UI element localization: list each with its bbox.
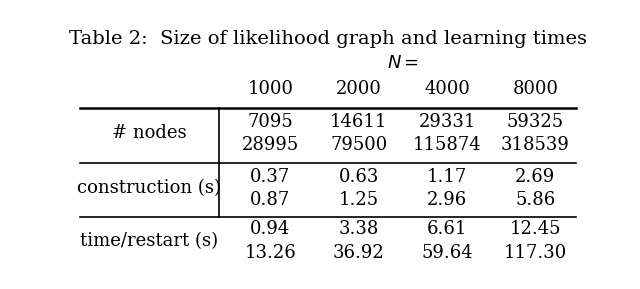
- Text: 1000: 1000: [248, 80, 294, 98]
- Text: 29331: 29331: [419, 113, 476, 131]
- Text: 2000: 2000: [336, 80, 381, 98]
- Text: 0.63: 0.63: [339, 168, 379, 186]
- Text: 318539: 318539: [501, 136, 570, 154]
- Text: 2.69: 2.69: [515, 168, 556, 186]
- Text: 12.45: 12.45: [509, 221, 561, 238]
- Text: 117.30: 117.30: [504, 244, 567, 262]
- Text: 115874: 115874: [413, 136, 481, 154]
- Text: 0.94: 0.94: [250, 221, 291, 238]
- Text: 1.17: 1.17: [427, 168, 467, 186]
- Text: 4000: 4000: [424, 80, 470, 98]
- Text: 0.87: 0.87: [250, 191, 291, 209]
- Text: # nodes: # nodes: [112, 124, 187, 142]
- Text: 13.26: 13.26: [244, 244, 296, 262]
- Text: construction (s): construction (s): [77, 179, 221, 197]
- Text: 7095: 7095: [248, 113, 293, 131]
- Text: 36.92: 36.92: [333, 244, 385, 262]
- Text: 2.96: 2.96: [427, 191, 467, 209]
- Text: $N =$: $N =$: [387, 54, 419, 73]
- Text: 59325: 59325: [507, 113, 564, 131]
- Text: 6.61: 6.61: [427, 221, 467, 238]
- Text: time/restart (s): time/restart (s): [81, 232, 218, 250]
- Text: 5.86: 5.86: [515, 191, 556, 209]
- Text: 14611: 14611: [330, 113, 387, 131]
- Text: 8000: 8000: [513, 80, 558, 98]
- Text: 3.38: 3.38: [339, 221, 379, 238]
- Text: Table 2:  Size of likelihood graph and learning times: Table 2: Size of likelihood graph and le…: [69, 30, 587, 48]
- Text: 28995: 28995: [242, 136, 299, 154]
- Text: 59.64: 59.64: [421, 244, 473, 262]
- Text: 79500: 79500: [330, 136, 387, 154]
- Text: 1.25: 1.25: [339, 191, 379, 209]
- Text: 0.37: 0.37: [250, 168, 291, 186]
